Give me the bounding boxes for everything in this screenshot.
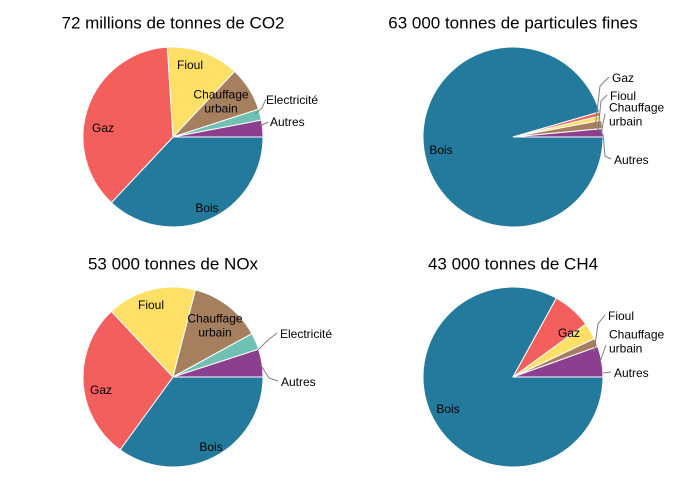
leader-line-electricite [257, 332, 278, 351]
leader-line-autres [259, 121, 269, 127]
chart-title: 43 000 tonnes de CH4 [428, 254, 598, 273]
slice-gaz [82, 46, 174, 204]
slice-label-autres: Autres [614, 366, 649, 380]
slice-label-bois: Bois [436, 402, 459, 416]
slice-label-bois: Bois [199, 440, 222, 454]
chart-title: 63 000 tonnes de particules fines [388, 13, 638, 32]
pie-chart-3: 53 000 tonnes de NOx Bois Gaz Fioul Chauffag… [82, 254, 332, 468]
pie-chart-1: 72 millions de tonnes de CO2 Bois Gaz Fioul… [61, 13, 318, 228]
slice-label-electricite: Electricité [266, 93, 318, 107]
leader-line-autres [261, 366, 279, 382]
slice-label-gaz: Gaz [612, 71, 634, 85]
pie-chart-4: 43 000 tonnes de CH4 Bois Gaz Fioul Chauffag… [422, 254, 664, 468]
slice-autres [512, 345, 604, 378]
leader-line-chauffage-urbain [599, 344, 607, 363]
leader-line-fioul [597, 94, 608, 132]
slice-label-gaz: Gaz [92, 121, 114, 135]
slice-label-chauffage-urbain: Chauffage urbain [609, 101, 664, 129]
slice-label-chauffage-urbain: Chauffage urbain [193, 88, 248, 116]
pie-chart-2: 63 000 tonnes de particules fines Bois Gaz… [388, 13, 664, 228]
slice-label-gaz: Gaz [558, 326, 580, 340]
slice-label-chauffage-urbain: Chauffage urbain [187, 312, 242, 340]
slice-label-autres: Autres [614, 153, 649, 167]
chart-title: 72 millions de tonnes de CO2 [61, 13, 284, 32]
slice-gaz [82, 310, 174, 451]
slice-label-autres: Autres [281, 375, 316, 389]
leader-line-electricite [254, 98, 267, 115]
slice-label-electricite: Electricité [280, 327, 332, 341]
slice-label-autres: Autres [270, 115, 305, 129]
slice-label-gaz: Gaz [90, 383, 112, 397]
leader-line-gaz [594, 76, 610, 129]
slice-fioul [110, 286, 196, 379]
chart-title: 53 000 tonnes de NOx [88, 254, 259, 273]
slice-label-bois: Bois [195, 201, 218, 215]
leader-line-fioul [593, 314, 606, 353]
slice-label-fioul: Fioul [138, 298, 164, 312]
slice-label-chauffage-urbain: Chauffage urbain [609, 328, 664, 356]
leader-line-autres [602, 133, 612, 160]
slice-bois [119, 376, 264, 468]
slice-bois [110, 136, 264, 228]
slice-label-bois: Bois [429, 143, 452, 157]
slice-label-fioul: Fioul [610, 89, 636, 103]
slice-autres [172, 119, 264, 138]
leader-line-chauffage-urbain [600, 113, 606, 134]
leader-line-autres [602, 371, 612, 374]
slice-label-fioul: Fioul [608, 309, 634, 323]
slice-fioul [166, 46, 236, 139]
slice-chauffage-urbain [172, 289, 253, 378]
slice-label-fioul: Fioul [177, 58, 203, 72]
